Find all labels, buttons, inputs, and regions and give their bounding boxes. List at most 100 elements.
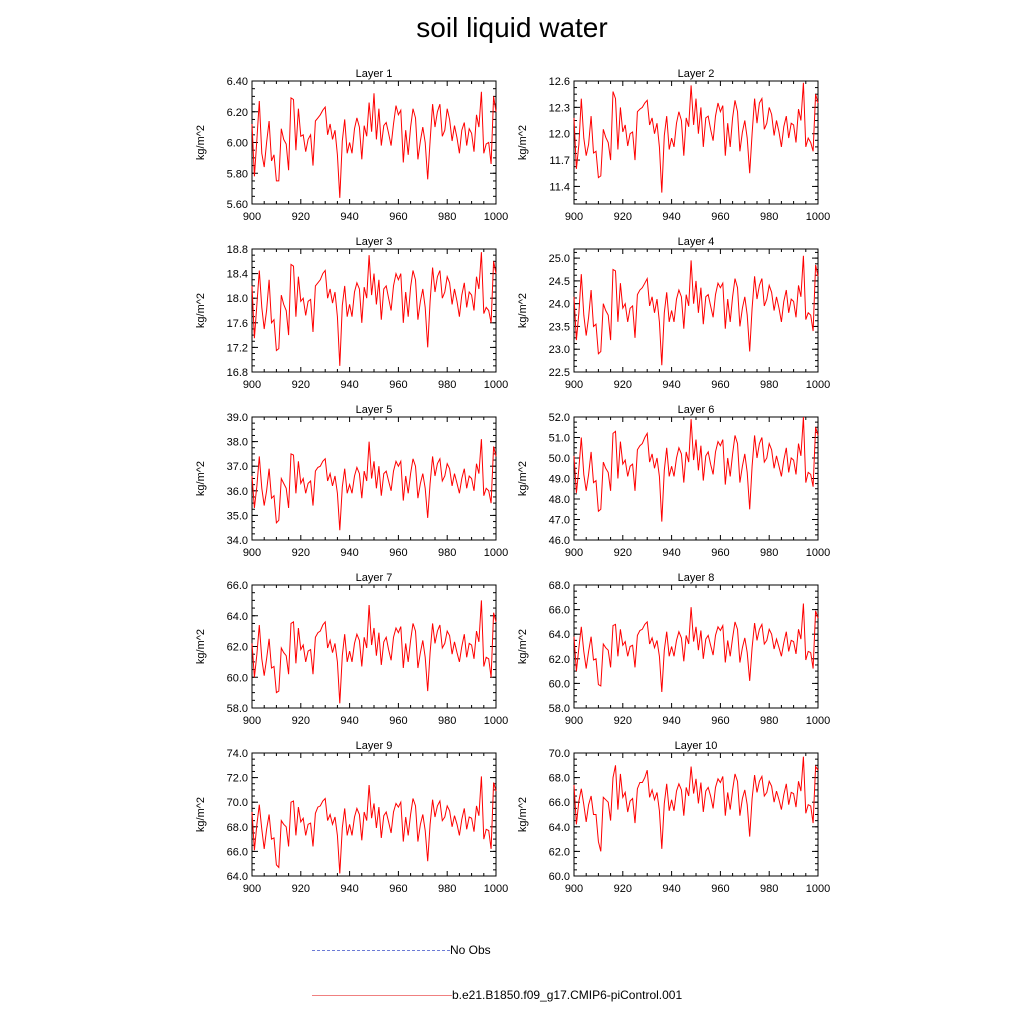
y-tick-label: 12.3 bbox=[549, 102, 570, 114]
x-tick-label: 920 bbox=[292, 379, 310, 391]
y-tick-label: 23.5 bbox=[549, 321, 570, 333]
panel-title: Layer 7 bbox=[356, 572, 393, 584]
panel-layer-1: Layer 1 kg/m^2 900 920 940 960 980 1000 5.60 5.80… bbox=[195, 68, 508, 223]
y-tick-label: 17.6 bbox=[227, 318, 248, 330]
y-tick-label: 24.0 bbox=[549, 299, 570, 311]
x-tick-label: 1000 bbox=[484, 211, 508, 223]
y-tick-label: 11.7 bbox=[549, 155, 570, 167]
x-tick-label: 980 bbox=[438, 211, 456, 223]
series-line-model bbox=[251, 91, 497, 198]
y-tick-label: 68.0 bbox=[549, 773, 570, 785]
panel-layer-7: Layer 7 kg/m^2 900 920 940 960 980 1000 58.0 60.0… bbox=[195, 572, 508, 727]
y-tick-label: 25.0 bbox=[549, 253, 570, 265]
legend-entry-obs: No Obs bbox=[312, 940, 491, 960]
x-tick-label: 980 bbox=[760, 379, 778, 391]
x-tick-label: 1000 bbox=[806, 211, 830, 223]
x-tick-label: 920 bbox=[292, 715, 310, 727]
x-tick-label: 900 bbox=[243, 211, 261, 223]
panel-layer-4: Layer 4 kg/m^2 900 920 940 960 980 1000 22.5 23.0… bbox=[517, 236, 830, 391]
y-tick-label: 50.0 bbox=[549, 453, 570, 465]
x-tick-label: 1000 bbox=[806, 883, 830, 895]
y-tick-label: 70.0 bbox=[227, 797, 248, 809]
plot-frame bbox=[251, 752, 497, 877]
legend-label-model: b.e21.B1850.f09_g17.CMIP6-piControl.001 bbox=[452, 988, 683, 1002]
y-tick-label: 17.2 bbox=[227, 342, 248, 354]
x-tick-label: 960 bbox=[711, 211, 729, 223]
x-tick-label: 940 bbox=[662, 715, 680, 727]
y-tick-label: 6.20 bbox=[227, 107, 248, 119]
series-line-model bbox=[251, 776, 497, 874]
y-tick-label: 34.0 bbox=[227, 535, 248, 547]
plot-frame bbox=[573, 248, 819, 373]
x-tick-label: 1000 bbox=[484, 883, 508, 895]
y-tick-label: 64.0 bbox=[227, 871, 248, 883]
y-tick-label: 11.4 bbox=[549, 181, 570, 193]
y-axis-label: kg/m^2 bbox=[517, 125, 529, 160]
y-tick-label: 47.0 bbox=[549, 515, 570, 527]
legend-entry-model: b.e21.B1850.f09_g17.CMIP6-piControl.001 bbox=[312, 985, 682, 1005]
plot-frame bbox=[573, 584, 819, 709]
x-tick-label: 900 bbox=[243, 379, 261, 391]
y-tick-label: 66.0 bbox=[549, 797, 570, 809]
y-tick-label: 62.0 bbox=[549, 654, 570, 666]
y-tick-label: 66.0 bbox=[227, 580, 248, 592]
panel-title: Layer 1 bbox=[356, 68, 393, 80]
y-tick-label: 64.0 bbox=[549, 822, 570, 834]
x-tick-label: 1000 bbox=[484, 379, 508, 391]
plot-frame bbox=[251, 416, 497, 541]
x-tick-label: 940 bbox=[340, 715, 358, 727]
x-tick-label: 940 bbox=[340, 211, 358, 223]
series-line-model bbox=[573, 603, 819, 693]
x-tick-label: 900 bbox=[565, 715, 583, 727]
x-tick-label: 1000 bbox=[806, 547, 830, 559]
panel-layer-3: Layer 3 kg/m^2 900 920 940 960 980 1000 16.8 17.2… bbox=[195, 236, 508, 391]
x-tick-label: 900 bbox=[565, 379, 583, 391]
panel-title: Layer 3 bbox=[356, 236, 393, 248]
x-tick-label: 920 bbox=[614, 883, 632, 895]
x-tick-label: 980 bbox=[760, 547, 778, 559]
y-tick-label: 66.0 bbox=[549, 605, 570, 617]
y-tick-label: 64.0 bbox=[549, 629, 570, 641]
panel-title: Layer 8 bbox=[678, 572, 715, 584]
y-axis-label: kg/m^2 bbox=[195, 461, 207, 496]
legend-swatch-solid bbox=[312, 994, 452, 996]
y-tick-label: 64.0 bbox=[227, 611, 248, 623]
x-tick-label: 980 bbox=[760, 211, 778, 223]
panel-layer-6: Layer 6 kg/m^2 900 920 940 960 980 1000 46.0 47.0… bbox=[517, 404, 830, 559]
y-tick-label: 38.0 bbox=[227, 437, 248, 449]
y-tick-label: 22.5 bbox=[549, 367, 570, 379]
x-tick-label: 940 bbox=[340, 547, 358, 559]
y-tick-label: 23.0 bbox=[549, 344, 570, 356]
x-tick-label: 980 bbox=[760, 883, 778, 895]
x-tick-label: 1000 bbox=[806, 715, 830, 727]
panel-title: Layer 2 bbox=[678, 68, 715, 80]
series-line-model bbox=[251, 252, 497, 366]
y-tick-label: 37.0 bbox=[227, 461, 248, 473]
x-tick-label: 920 bbox=[614, 211, 632, 223]
y-tick-label: 35.0 bbox=[227, 510, 248, 522]
y-axis-label: kg/m^2 bbox=[517, 461, 529, 496]
y-tick-label: 49.0 bbox=[549, 474, 570, 486]
legend-swatch-dashed bbox=[312, 949, 450, 951]
x-tick-label: 900 bbox=[243, 715, 261, 727]
page-title: soil liquid water bbox=[416, 12, 608, 43]
y-axis-label: kg/m^2 bbox=[517, 293, 529, 328]
y-tick-label: 60.0 bbox=[549, 678, 570, 690]
y-tick-label: 24.5 bbox=[549, 276, 570, 288]
series-line-model bbox=[251, 600, 497, 704]
y-tick-label: 60.0 bbox=[549, 871, 570, 883]
y-tick-label: 51.0 bbox=[549, 433, 570, 445]
x-tick-label: 960 bbox=[711, 715, 729, 727]
x-tick-label: 900 bbox=[243, 547, 261, 559]
series-line-model bbox=[573, 416, 819, 522]
plot-frame bbox=[251, 584, 497, 709]
y-tick-label: 62.0 bbox=[549, 846, 570, 858]
x-tick-label: 920 bbox=[614, 547, 632, 559]
y-tick-label: 39.0 bbox=[227, 412, 248, 424]
y-tick-label: 70.0 bbox=[549, 748, 570, 760]
y-axis-label: kg/m^2 bbox=[195, 125, 207, 160]
y-tick-label: 18.8 bbox=[227, 244, 248, 256]
y-tick-label: 68.0 bbox=[227, 822, 248, 834]
y-tick-label: 36.0 bbox=[227, 486, 248, 498]
y-axis-label: kg/m^2 bbox=[195, 629, 207, 664]
